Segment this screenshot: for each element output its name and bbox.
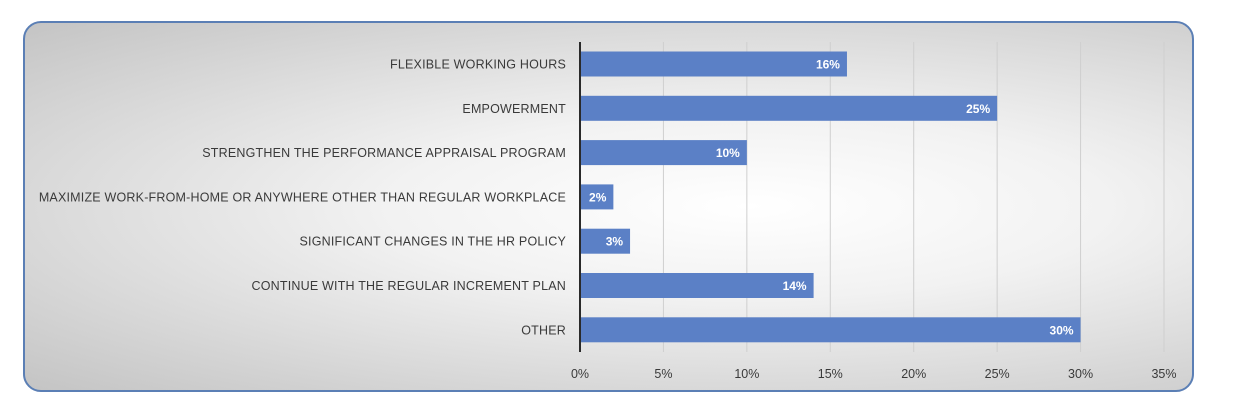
bar	[580, 184, 614, 210]
category-label: OTHER	[521, 323, 566, 337]
data-label: 10%	[716, 146, 740, 160]
bar	[580, 140, 747, 166]
x-tick-label: 25%	[985, 367, 1010, 381]
data-label: 16%	[816, 58, 840, 72]
x-tick-label: 30%	[1068, 367, 1093, 381]
bar	[580, 95, 998, 121]
category-label: EMPOWERMENT	[462, 102, 566, 116]
bar	[580, 273, 814, 298]
bar	[580, 51, 847, 77]
data-label: 25%	[966, 102, 990, 116]
x-tick-label: 35%	[1151, 367, 1176, 381]
x-tick-label: 20%	[901, 367, 926, 381]
x-tick-label: 15%	[818, 367, 843, 381]
category-label: MAXIMIZE WORK-FROM-HOME OR ANYWHERE OTHE…	[39, 190, 566, 204]
bar	[580, 317, 1081, 343]
bar	[580, 228, 631, 254]
category-label: FLEXIBLE WORKING HOURS	[390, 58, 566, 72]
category-label: CONTINUE WITH THE REGULAR INCREMENT PLAN	[251, 279, 566, 293]
x-tick-label: 0%	[571, 367, 589, 381]
category-label: STRENGTHEN THE PERFORMANCE APPRAISAL PRO…	[202, 146, 566, 160]
data-label: 2%	[589, 190, 607, 204]
x-tick-label: 10%	[734, 367, 759, 381]
data-label: 14%	[783, 279, 807, 293]
data-label: 3%	[606, 235, 624, 249]
data-label: 30%	[1050, 323, 1074, 337]
category-label: SIGNIFICANT CHANGES IN THE HR POLICY	[299, 235, 566, 249]
x-tick-label: 5%	[654, 367, 672, 381]
